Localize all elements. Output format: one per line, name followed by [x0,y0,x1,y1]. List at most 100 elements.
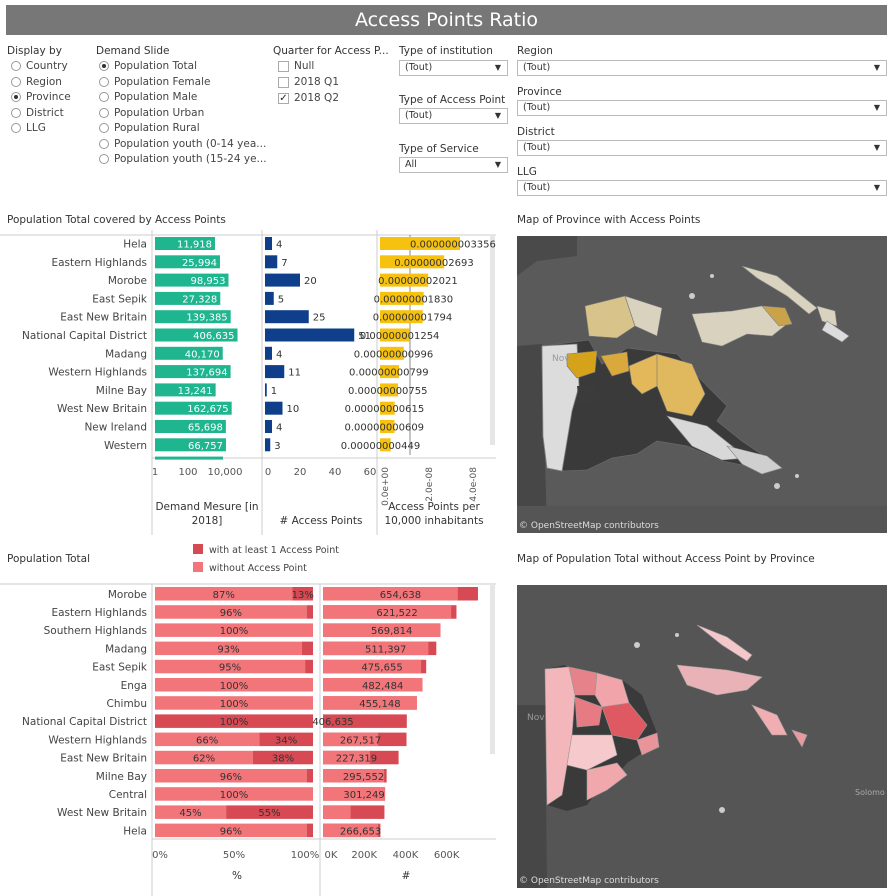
demand-option-6[interactable]: Population youth (15-24 ye... [99,153,267,165]
bar-pct-without [155,623,313,637]
category-label: Milne Bay [96,385,147,397]
demand-option-4[interactable]: Population Rural [99,122,200,134]
demand-option-2[interactable]: Population Male [99,91,197,103]
service-dropdown[interactable]: All ▼ [399,157,508,173]
radio-icon[interactable] [11,92,21,102]
bar-pct-with [306,769,313,783]
institution-dropdown[interactable]: (Tout) ▼ [399,60,508,76]
data-label: 0.000000003356 [410,240,496,251]
map-region-bougainville[interactable] [816,305,838,327]
radio-icon[interactable] [99,154,109,164]
axis-tick-label: 0% [152,850,168,861]
scrollbar [490,235,495,445]
district-dropdown[interactable]: (Tout) ▼ [517,140,887,156]
displayby-option-3[interactable]: District [11,107,64,119]
axis-title: 2018] [192,515,223,527]
radio-icon[interactable] [99,123,109,133]
map-region-new-britain[interactable] [691,305,788,347]
radio-icon[interactable] [11,76,21,87]
category-label: Eastern Highlands [51,607,147,619]
map-region-hela[interactable] [566,350,598,379]
axis-tick-label: 400K [393,850,419,861]
section-title-pop-total: Population Total [7,553,91,565]
quarter-option-0[interactable]: Null [278,60,314,72]
category-label: East New Britain [60,312,147,324]
district-label: District [517,126,555,138]
map-region-western-highlands[interactable] [600,351,630,377]
access-point-type-dropdown[interactable]: (Tout) ▼ [399,108,508,124]
bar-access-points [265,401,283,415]
legend-swatch [193,544,203,554]
bar-ratio [380,401,395,415]
map-province-access-points[interactable]: Nov © OpenStreetMap contributors [517,236,887,533]
category-label: Milne Bay [96,771,147,783]
map2-region-central[interactable] [586,762,628,801]
category-label: Hela [123,239,147,251]
map-region-east-sepik[interactable] [584,295,636,339]
scrollbar [490,584,495,754]
checkbox-icon[interactable]: ✓ [278,92,289,104]
data-label: 87% [213,590,235,601]
bar-pct-without [155,787,313,801]
data-label: 11,918 [177,240,212,251]
demand-option-0[interactable]: Population Total [99,60,197,72]
map-region-western[interactable] [541,343,580,472]
map-region-milne-bay[interactable] [726,445,783,475]
bar-pct-with [252,750,313,765]
radio-icon[interactable] [99,61,109,71]
axis-title: # Access Points [280,515,363,527]
displayby-option-4[interactable]: LLG [11,122,46,134]
demand-option-1[interactable]: Population Female [99,76,210,88]
data-label: 137,694 [186,368,227,379]
axis-tick-label: 200K [351,850,377,861]
map-region-east-new-britain[interactable] [761,305,793,327]
map-region-morobe[interactable] [656,353,706,417]
category-label: New Ireland [84,422,147,434]
data-label: 654,638 [380,590,421,601]
quarter-option-2[interactable]: ✓ 2018 Q2 [278,92,339,104]
bar-abs-without [323,805,351,819]
bar-pct-without [155,659,306,674]
llg-dropdown[interactable]: (Tout) ▼ [517,180,887,196]
quarter-option-1[interactable]: 2018 Q1 [278,76,339,88]
data-label: 0.00000000799 [349,368,429,379]
checkbox-icon[interactable] [278,76,289,88]
demand-option-3[interactable]: Population Urban [99,107,204,119]
data-label: 66,757 [188,441,223,452]
institution-label: Type of institution [399,45,493,57]
map2-shapes: Nov Solomo Island [517,585,887,888]
radio-icon[interactable] [99,92,109,102]
bar-pct-without [155,732,260,747]
map2-region-new-britain[interactable] [676,664,763,696]
demand-option-5[interactable]: Population youth (0-14 yea... [99,138,266,150]
data-label: 55% [258,808,280,819]
displayby-option-2[interactable]: Province [11,91,71,103]
displayby-option-1[interactable]: Region [11,76,62,88]
radio-icon[interactable] [11,123,21,133]
map2-region-morobe[interactable] [601,702,648,741]
bar-demand [155,438,226,452]
axis-tick-label: 600K [434,850,460,861]
map-region-madang[interactable] [624,295,663,337]
radio-label: Province [26,91,71,103]
category-label: Madang [105,348,147,360]
radio-icon[interactable] [99,138,109,149]
map-population-without-access[interactable]: Nov Solomo Island © OpenStreetMap contri… [517,585,887,888]
bar-pct-with [259,732,313,747]
map2-region-highlands[interactable] [574,696,603,728]
region-dropdown[interactable]: (Tout) ▼ [517,60,887,76]
displayby-option-0[interactable]: Country [11,60,68,72]
data-label: 475,655 [361,663,402,674]
radio-icon[interactable] [11,107,21,118]
map1-shapes: Nov [517,236,887,533]
bar-pct-without [155,769,307,783]
radio-icon[interactable] [11,61,21,71]
map2-region-gulf[interactable] [566,734,618,771]
data-label: 5 [278,294,284,305]
province-dropdown[interactable]: (Tout) ▼ [517,100,887,116]
checkbox-icon[interactable] [278,60,289,72]
legend-label: without Access Point [209,563,307,574]
radio-icon[interactable] [99,107,109,118]
radio-icon[interactable] [99,76,109,87]
map-region-new-ireland[interactable] [741,265,818,315]
